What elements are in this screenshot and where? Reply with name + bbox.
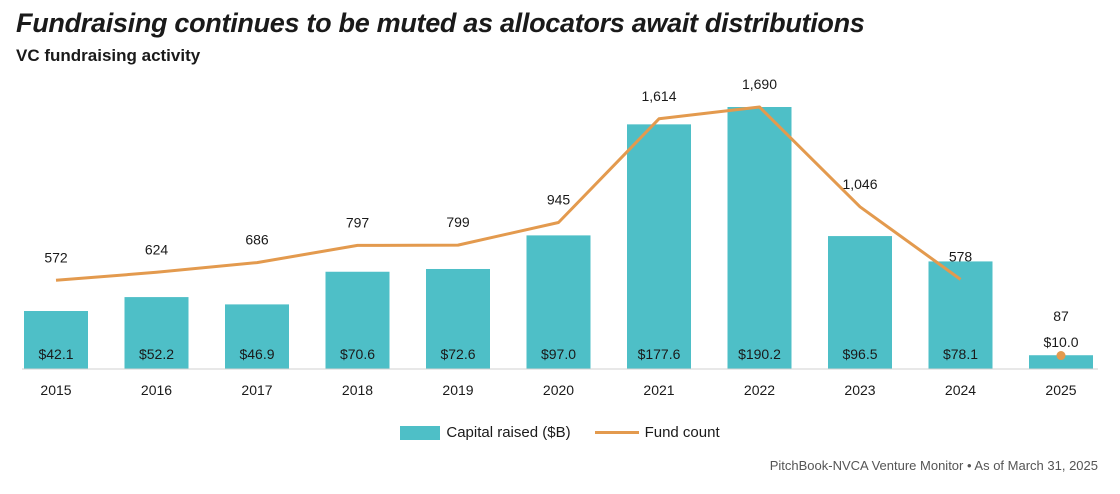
legend-label-fund-count: Fund count bbox=[644, 424, 720, 441]
bar-label-2016: $52.2 bbox=[139, 346, 174, 362]
legend-swatch-bar bbox=[400, 425, 441, 440]
x-tick-2021: 2021 bbox=[643, 382, 674, 398]
legend-item-capital: Capital raised ($B) bbox=[400, 424, 571, 441]
fund-count-label-2025: 87 bbox=[1053, 308, 1069, 324]
x-tick-2024: 2024 bbox=[945, 382, 976, 398]
fund-count-markers bbox=[1056, 351, 1066, 361]
chart-subtitle: VC fundraising activity bbox=[16, 46, 201, 65]
fund-count-label-2018: 797 bbox=[346, 214, 370, 230]
bar-label-2024: $78.1 bbox=[943, 346, 978, 362]
bar-2023 bbox=[828, 236, 892, 369]
bar-label-2021: $177.6 bbox=[638, 346, 681, 362]
x-tick-2018: 2018 bbox=[342, 382, 373, 398]
x-tick-2015: 2015 bbox=[40, 382, 71, 398]
x-tick-2025: 2025 bbox=[1045, 382, 1076, 398]
bar-2022 bbox=[727, 107, 792, 369]
source-note: PitchBook-NVCA Venture Monitor • As of M… bbox=[769, 458, 1098, 473]
bar-label-2023: $96.5 bbox=[842, 346, 877, 362]
fund-count-label-2024: 578 bbox=[949, 248, 973, 264]
bar-label-2018: $70.6 bbox=[340, 346, 375, 362]
legend-swatch-line bbox=[594, 431, 639, 434]
fund-count-label-2016: 624 bbox=[145, 241, 169, 257]
bar-2020 bbox=[526, 235, 591, 369]
bar-value-labels: $42.1 $52.2 $46.9 $70.6 $72.6 $97.0 $177.6 $190… bbox=[38, 334, 1078, 362]
bars-group bbox=[24, 107, 1093, 369]
fund-count-label-2017: 686 bbox=[245, 232, 269, 248]
bar-label-2020: $97.0 bbox=[541, 346, 576, 362]
bar-2015 bbox=[24, 311, 88, 369]
x-tick-2016: 2016 bbox=[141, 382, 172, 398]
bar-label-2022: $190.2 bbox=[738, 346, 781, 362]
chart-plot: 2015 2016 2017 2018 2019 2020 2021 2022 2023 2024… bbox=[22, 76, 1098, 398]
fund-count-label-2019: 799 bbox=[446, 214, 470, 230]
bar-label-2017: $46.9 bbox=[239, 346, 274, 362]
bar-label-2025: $10.0 bbox=[1043, 334, 1078, 350]
fund-count-label-2021: 1,614 bbox=[641, 88, 676, 104]
fund-count-label-2020: 945 bbox=[547, 191, 571, 207]
x-tick-2017: 2017 bbox=[241, 382, 272, 398]
legend-label-capital: Capital raised ($B) bbox=[446, 424, 571, 441]
x-tick-2019: 2019 bbox=[442, 382, 473, 398]
bar-label-2019: $72.6 bbox=[440, 346, 475, 362]
fund-count-marker-2025 bbox=[1056, 351, 1066, 361]
bar-2018 bbox=[325, 271, 390, 369]
bar-2017 bbox=[225, 304, 289, 369]
fund-count-labels: 572 624 686 797 799 945 1,614 1,690 1,046 578 87 bbox=[44, 76, 1069, 324]
fund-count-label-2022: 1,690 bbox=[742, 76, 777, 92]
x-tick-2023: 2023 bbox=[844, 382, 875, 398]
bar-label-2015: $42.1 bbox=[38, 346, 73, 362]
bar-2019 bbox=[426, 268, 490, 369]
x-tick-2020: 2020 bbox=[543, 382, 574, 398]
fund-count-line bbox=[55, 105, 962, 282]
fund-count-label-2015: 572 bbox=[44, 249, 68, 265]
bar-2016 bbox=[124, 297, 189, 369]
fund-count-label-2023: 1,046 bbox=[842, 176, 877, 192]
chart-title: Fundraising continues to be muted as all… bbox=[16, 8, 865, 38]
bar-2025 bbox=[1029, 355, 1093, 369]
legend: Capital raised ($B) Fund count bbox=[0, 424, 1120, 441]
bar-2021 bbox=[627, 124, 691, 369]
x-tick-2022: 2022 bbox=[744, 382, 775, 398]
legend-item-fund-count: Fund count bbox=[594, 424, 720, 441]
x-tick-labels: 2015 2016 2017 2018 2019 2020 2021 2022 2023 2024… bbox=[40, 382, 1076, 398]
